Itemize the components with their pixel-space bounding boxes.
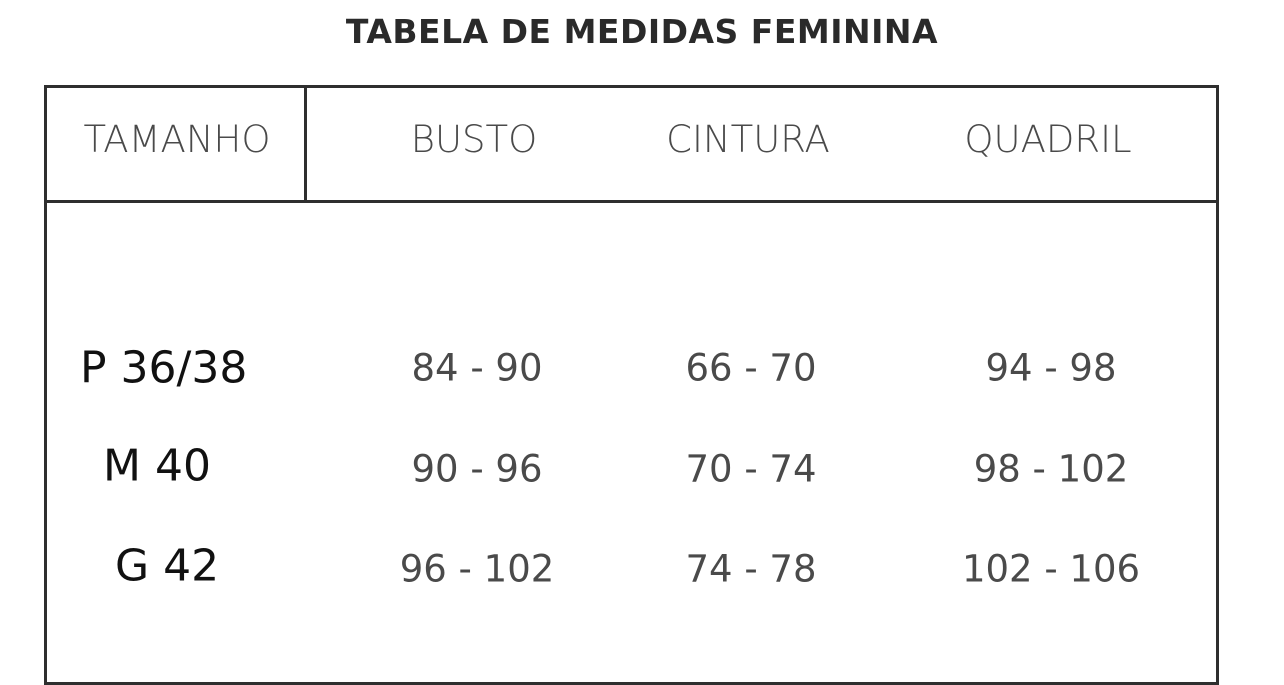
quadril-p: 94 - 98	[985, 346, 1117, 390]
header-divider	[47, 200, 1216, 203]
size-table: TAMANHO BUSTO CINTURA QUADRIL P 36/38 84…	[44, 85, 1219, 685]
busto-p: 84 - 90	[411, 346, 543, 390]
cintura-p: 66 - 70	[685, 346, 817, 390]
column-divider	[304, 88, 307, 200]
busto-g: 96 - 102	[399, 547, 555, 591]
quadril-g: 102 - 106	[961, 547, 1141, 591]
cintura-g: 74 - 78	[685, 547, 817, 591]
header-busto: BUSTO	[410, 118, 538, 161]
size-m: M 40	[103, 440, 211, 492]
header-quadril: QUADRIL	[964, 118, 1132, 161]
page-title: TABELA DE MEDIDAS FEMININA	[345, 12, 939, 51]
cintura-m: 70 - 74	[685, 447, 817, 491]
busto-m: 90 - 96	[411, 447, 543, 491]
header-cintura: CINTURA	[666, 118, 830, 161]
header-tamanho: TAMANHO	[83, 118, 271, 161]
quadril-m: 98 - 102	[973, 447, 1129, 491]
size-g: G 42	[115, 540, 220, 592]
size-p: P 36/38	[80, 342, 248, 394]
